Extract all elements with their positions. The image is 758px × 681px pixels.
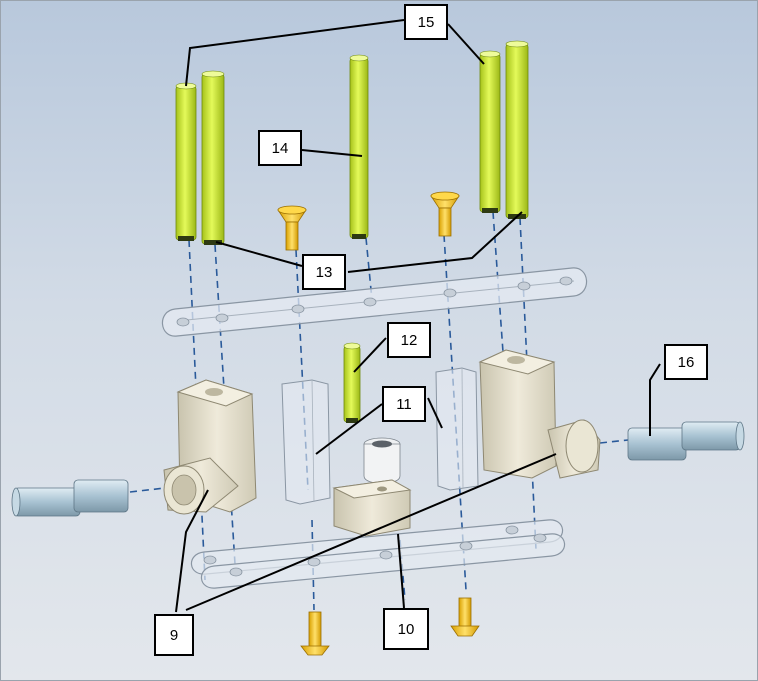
left-pipe [11,479,129,517]
callout-14: 14 [258,130,302,166]
bushing [363,437,401,484]
callout-16: 16 [664,344,708,380]
callout-11: 11 [382,386,426,422]
right-elbow-block [478,349,601,479]
top-screws [277,191,460,251]
transparent-spacers [281,367,479,505]
left-elbow-block [163,379,257,515]
callout-12: 12 [387,322,431,358]
right-pipe [627,421,745,461]
lower-block [332,479,412,537]
bottom-screws [300,597,480,656]
upper-transparent-plate [161,267,588,337]
callout-13: 13 [302,254,346,290]
leader-lines [175,19,661,613]
callout-10: 10 [383,608,429,650]
short-green-rod [343,342,361,423]
callout-15: 15 [404,4,448,40]
long-green-rods [175,40,529,245]
lower-transparent-plates [190,519,566,589]
callout-9: 9 [154,614,194,656]
